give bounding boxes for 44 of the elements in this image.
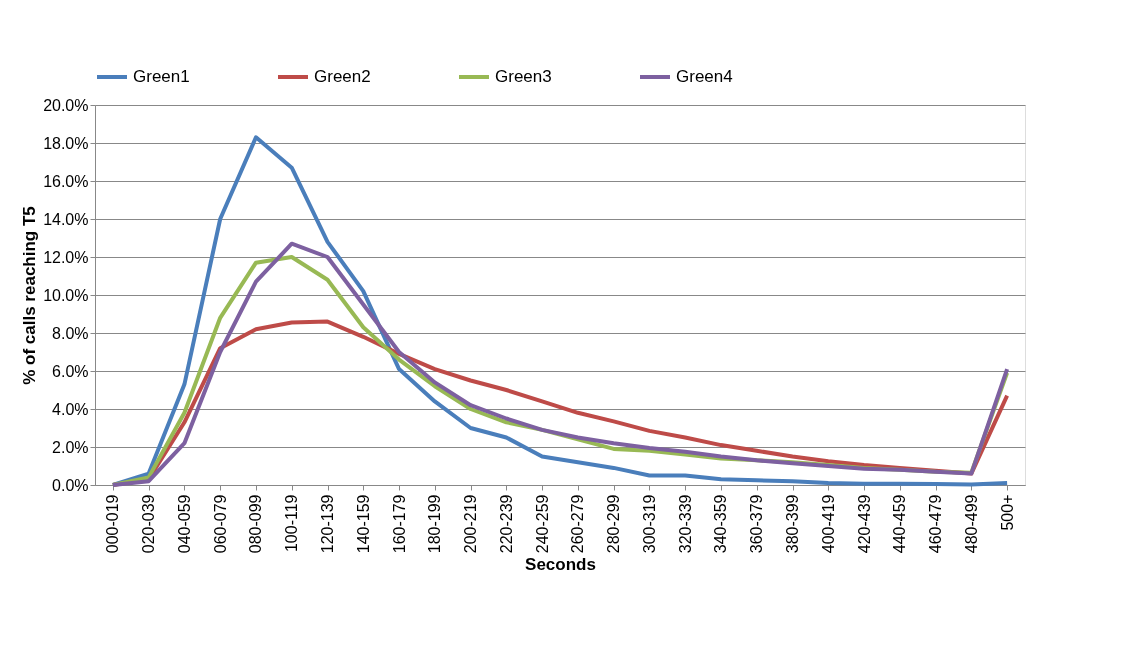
x-tick-label: 460-479 — [927, 494, 945, 554]
x-tick-label: 440-459 — [891, 494, 909, 554]
x-axis-title: Seconds — [525, 555, 596, 575]
x-tick-label: 000-019 — [104, 494, 122, 554]
x-tick-label: 340-359 — [712, 494, 730, 554]
x-tick-label: 100-119 — [283, 494, 301, 553]
x-tick-label: 400-419 — [819, 494, 837, 554]
y-tick-label: 6.0% — [52, 362, 89, 380]
y-tick-label: 10.0% — [43, 286, 89, 304]
x-tick-label: 200-219 — [462, 494, 480, 554]
x-tick-label: 080-099 — [247, 494, 265, 554]
x-tick-label: 180-199 — [426, 494, 444, 554]
x-tick-label: 240-259 — [533, 494, 551, 554]
x-tick-label: 380-399 — [784, 494, 801, 554]
y-tick-label: 4.0% — [52, 400, 89, 418]
y-tick-label: 8.0% — [52, 324, 89, 342]
y-tick-label: 0.0% — [52, 476, 89, 494]
x-tick-label: 020-039 — [140, 494, 158, 554]
x-tick-label: 300-319 — [640, 494, 658, 554]
y-tick-label: 18.0% — [43, 134, 89, 152]
x-tick-label: 480-499 — [962, 494, 980, 554]
y-tick-label: 2.0% — [52, 438, 89, 456]
line-series — [110, 135, 1010, 487]
x-tick-label: 120-139 — [319, 494, 336, 554]
x-tick-label: 420-439 — [855, 494, 873, 554]
y-tick-label: 14.0% — [43, 210, 89, 228]
legend-label: Green3 — [495, 67, 552, 86]
x-tick-label: 160-179 — [390, 494, 408, 554]
x-tick-label: 220-239 — [497, 494, 515, 554]
x-tick-label: 060-079 — [211, 494, 229, 554]
y-tick-label: 12.0% — [43, 248, 89, 266]
x-tick-label: 320-339 — [676, 494, 694, 554]
x-tick-label: 260-279 — [569, 494, 587, 554]
x-tick-label: 040-059 — [175, 494, 193, 554]
x-tick-label: 500+ — [998, 494, 1016, 531]
legend-label: Green2 — [314, 67, 371, 86]
legend-label: Green4 — [676, 67, 733, 86]
y-tick-label: 20.0% — [43, 96, 89, 114]
x-tick-label: 140-159 — [354, 494, 372, 554]
x-tick-label: 280-299 — [605, 494, 623, 554]
legend-label: Green1 — [133, 67, 190, 86]
y-tick-label: 16.0% — [43, 172, 89, 190]
x-tick-label: 360-379 — [748, 494, 766, 554]
y-axis-title: % of calls reaching T5 — [20, 206, 40, 385]
